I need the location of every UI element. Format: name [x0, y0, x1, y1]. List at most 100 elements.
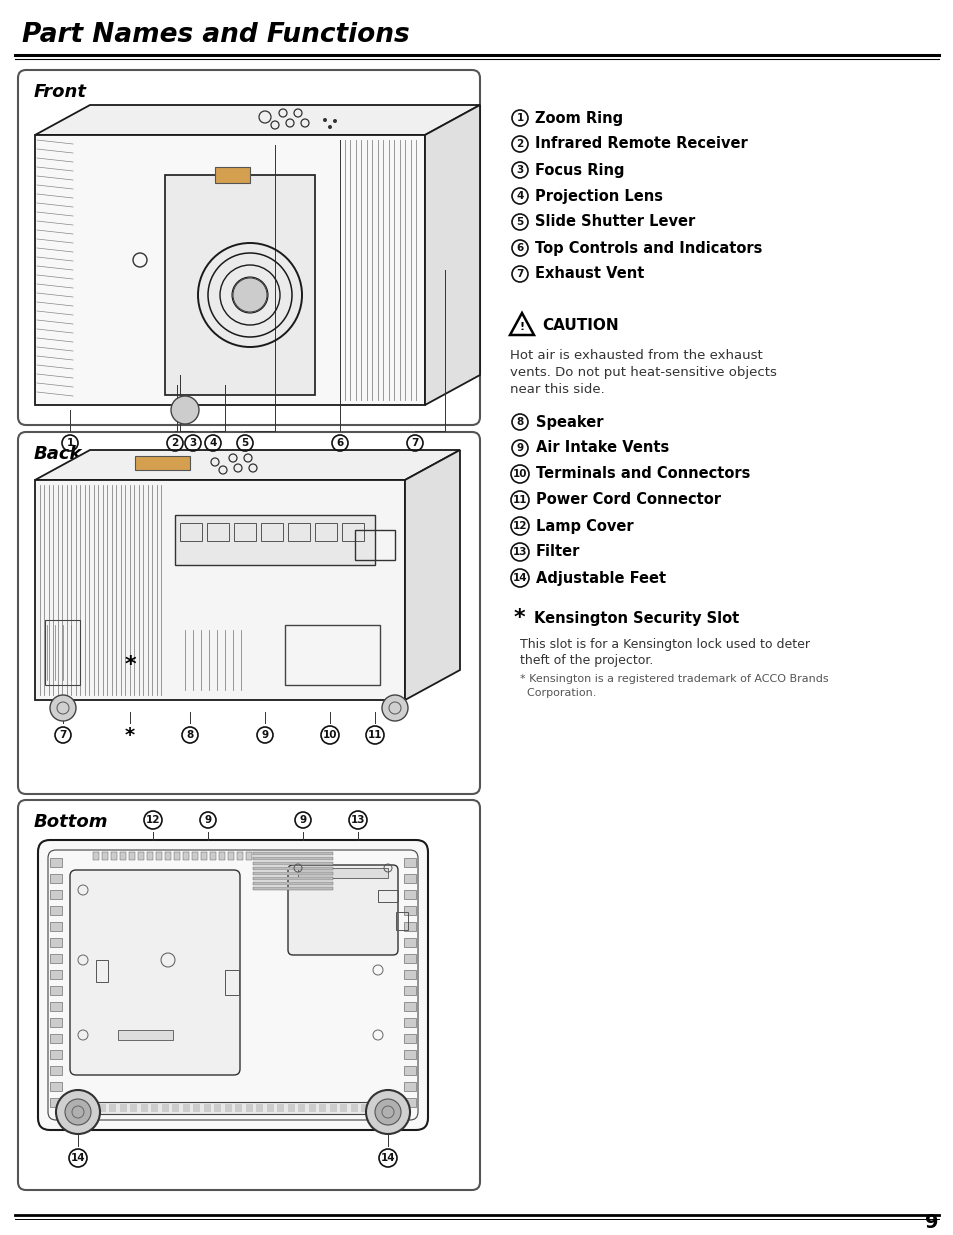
Bar	[102, 852, 108, 860]
Text: *: *	[124, 655, 135, 676]
Bar	[165, 175, 314, 395]
Bar	[403, 874, 416, 883]
Text: Slide Shutter Lever: Slide Shutter Lever	[535, 215, 695, 230]
Bar	[403, 953, 416, 963]
Bar	[135, 456, 190, 471]
Text: Back: Back	[34, 445, 82, 463]
Bar	[403, 1002, 416, 1011]
Bar	[319, 1104, 326, 1112]
Bar	[201, 852, 207, 860]
Bar	[204, 1104, 211, 1112]
Circle shape	[65, 1099, 91, 1125]
Text: CAUTION: CAUTION	[541, 319, 618, 333]
Bar	[403, 1098, 416, 1107]
FancyBboxPatch shape	[18, 432, 479, 794]
Text: * Kensington is a registered trademark of ACCO Brands: * Kensington is a registered trademark o…	[519, 674, 828, 684]
Bar	[403, 939, 416, 947]
Bar	[92, 852, 99, 860]
Text: !: !	[518, 322, 524, 332]
Bar	[261, 522, 283, 541]
Bar	[309, 1104, 315, 1112]
Circle shape	[56, 1091, 100, 1134]
Bar	[50, 986, 62, 995]
Text: Hot air is exhausted from the exhaust: Hot air is exhausted from the exhaust	[510, 350, 762, 362]
Bar	[193, 1104, 200, 1112]
Bar	[50, 1082, 62, 1091]
Bar	[382, 1104, 389, 1112]
Text: Exhaust Vent: Exhaust Vent	[535, 267, 643, 282]
Bar	[50, 1098, 62, 1107]
Text: Lamp Cover: Lamp Cover	[536, 519, 633, 534]
Text: Bottom: Bottom	[34, 813, 109, 831]
Circle shape	[328, 125, 332, 128]
Bar	[183, 1104, 190, 1112]
Polygon shape	[35, 480, 405, 700]
Polygon shape	[35, 450, 459, 480]
Bar	[173, 852, 180, 860]
Text: 14: 14	[71, 1153, 85, 1163]
Bar	[50, 906, 62, 915]
Text: 9: 9	[924, 1213, 938, 1233]
Bar	[403, 986, 416, 995]
Bar	[253, 862, 333, 864]
Bar	[361, 1104, 368, 1112]
Bar	[267, 1104, 274, 1112]
Bar	[355, 530, 395, 559]
Text: Filter: Filter	[536, 545, 579, 559]
Bar	[50, 874, 62, 883]
Text: 10: 10	[512, 469, 527, 479]
Bar	[228, 852, 233, 860]
Bar	[403, 1050, 416, 1058]
Text: 9: 9	[204, 815, 212, 825]
Text: Terminals and Connectors: Terminals and Connectors	[536, 467, 750, 482]
Bar	[50, 890, 62, 899]
Bar	[172, 1104, 179, 1112]
Bar	[314, 522, 336, 541]
Polygon shape	[424, 105, 479, 405]
Bar	[180, 522, 202, 541]
Bar	[89, 1104, 95, 1112]
Bar	[395, 911, 408, 930]
Text: Zoom Ring: Zoom Ring	[535, 110, 622, 126]
Text: 4: 4	[516, 191, 523, 201]
Bar	[277, 1104, 284, 1112]
Bar	[285, 625, 379, 685]
Circle shape	[323, 119, 327, 122]
Polygon shape	[405, 450, 459, 700]
Bar	[141, 1104, 148, 1112]
Text: Top Controls and Indicators: Top Controls and Indicators	[535, 241, 761, 256]
Bar	[372, 1104, 378, 1112]
Bar	[403, 923, 416, 931]
Text: 9: 9	[261, 730, 269, 740]
Bar	[403, 890, 416, 899]
FancyBboxPatch shape	[38, 840, 428, 1130]
Bar	[120, 852, 126, 860]
Text: 4: 4	[209, 438, 216, 448]
Bar	[73, 1102, 393, 1114]
Bar	[297, 868, 388, 878]
Bar	[174, 515, 375, 564]
Text: 7: 7	[516, 269, 523, 279]
Bar	[403, 858, 416, 867]
Bar	[50, 923, 62, 931]
Bar	[50, 1018, 62, 1028]
Text: Projection Lens: Projection Lens	[535, 189, 662, 204]
Circle shape	[366, 1091, 410, 1134]
Bar	[377, 890, 397, 902]
Text: near this side.: near this side.	[510, 383, 604, 396]
Bar	[403, 906, 416, 915]
Text: vents. Do not put heat-sensitive objects: vents. Do not put heat-sensitive objects	[510, 366, 776, 379]
Bar	[210, 852, 215, 860]
Text: Adjustable Feet: Adjustable Feet	[536, 571, 665, 585]
Bar	[253, 882, 333, 885]
Text: 7: 7	[59, 730, 67, 740]
Circle shape	[375, 1099, 400, 1125]
Text: 9: 9	[516, 443, 523, 453]
Text: *: *	[125, 725, 135, 745]
Bar	[253, 867, 333, 869]
Bar	[288, 522, 310, 541]
Bar	[111, 852, 117, 860]
Bar	[298, 1104, 305, 1112]
Text: 2: 2	[516, 140, 523, 149]
FancyBboxPatch shape	[18, 70, 479, 425]
